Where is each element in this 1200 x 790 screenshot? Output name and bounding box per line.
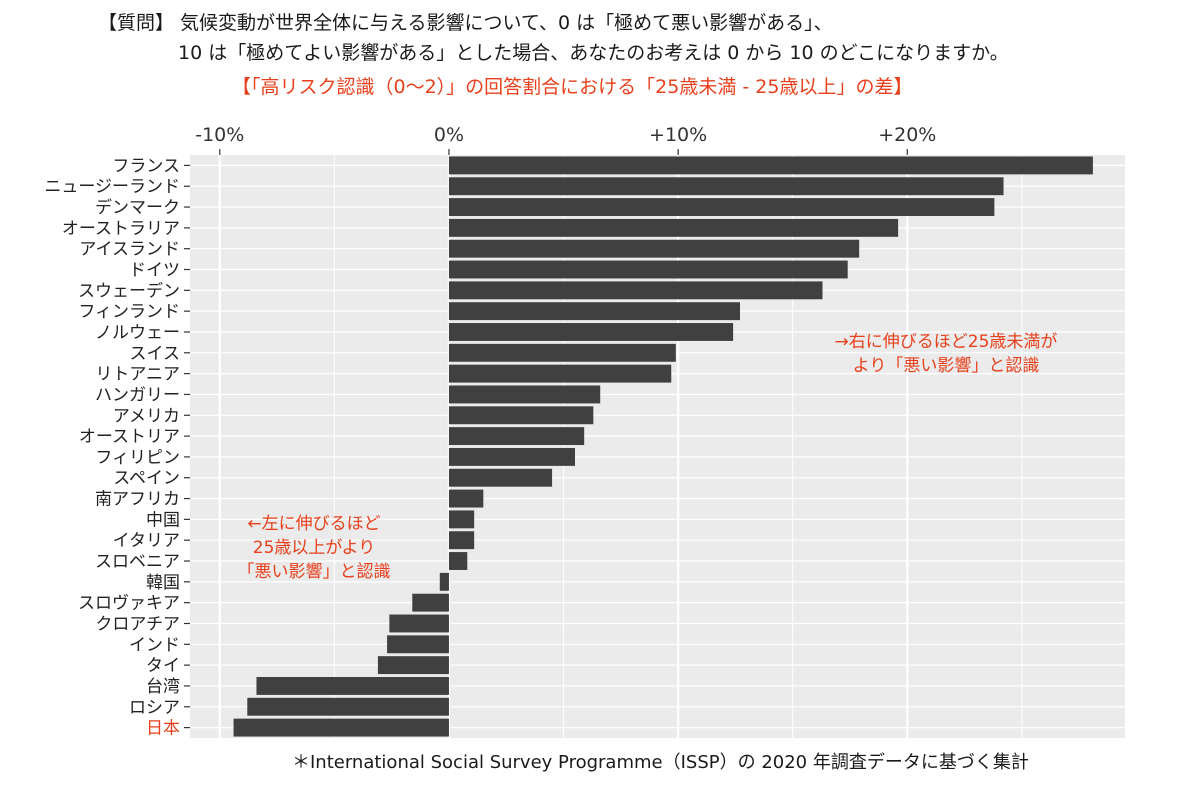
bar [448, 177, 1004, 196]
category-label: スウェーデン [78, 280, 180, 301]
category-label: クロアチア [95, 614, 180, 634]
bar [448, 385, 601, 404]
x-tick-label: -10% [195, 124, 244, 146]
footnote: ＊International Social Survey Programme（I… [292, 752, 1029, 773]
chart-subtitle: 【「高リスク認識（0～2）」の回答割合における「25歳未満 - 25歳以上」の差… [232, 76, 913, 98]
bar [377, 656, 449, 675]
bar [448, 156, 1093, 175]
category-label: アイスランド [79, 240, 180, 260]
category-label: フランス [112, 156, 180, 176]
bar [233, 718, 449, 737]
category-label: スイス [130, 344, 181, 364]
category-label: スロベニア [95, 552, 180, 572]
category-label: リトアニア [95, 365, 180, 385]
bar [448, 239, 860, 258]
category-label: フィンランド [78, 302, 180, 322]
bar [448, 427, 585, 446]
category-label: 台湾 [146, 677, 180, 697]
bar [448, 364, 672, 383]
x-tick-label: +10% [649, 124, 707, 146]
bar [448, 489, 484, 508]
bar [448, 218, 899, 237]
bar [448, 406, 594, 425]
bar [448, 510, 475, 529]
bar [448, 468, 553, 487]
bar [448, 260, 848, 279]
category-label: 韓国 [146, 573, 180, 593]
bar [256, 676, 449, 695]
bar [448, 302, 740, 321]
x-tick-label: +20% [878, 124, 936, 146]
bar [448, 343, 676, 362]
bar [448, 552, 468, 570]
category-label: ノルウェー [95, 323, 180, 343]
x-tick-label: 0% [434, 124, 464, 146]
category-label: オーストリア [79, 427, 180, 447]
category-label: イタリア [113, 531, 180, 551]
category-label: アメリカ [113, 406, 180, 426]
bar [389, 614, 449, 633]
bar [439, 572, 449, 591]
category-label: ドイツ [129, 261, 180, 281]
category-label: 日本 [146, 719, 180, 739]
category-label: 南アフリカ [95, 490, 180, 510]
category-label: ロシア [129, 698, 180, 718]
category-label: ハンガリー [95, 385, 180, 405]
category-label: デンマーク [95, 197, 180, 218]
bar [448, 198, 995, 217]
bar [412, 593, 449, 612]
category-label: スロヴァキア [78, 594, 180, 614]
category-label: タイ [146, 656, 180, 676]
bar [448, 323, 734, 341]
bar [448, 447, 575, 466]
category-label: ニュージーランド [44, 177, 180, 197]
bar [448, 281, 823, 300]
bar [247, 697, 449, 716]
bar [448, 531, 475, 550]
category-label: スペイン [113, 469, 180, 489]
question-line-2: 10 は「極めてよい影響がある」とした場合、あなたのお考えは 0 から 10 の… [178, 42, 1009, 64]
bar [387, 635, 449, 654]
category-label: フィリピン [95, 448, 180, 468]
category-label: インド [129, 635, 180, 655]
category-label: オーストラリア [62, 219, 180, 239]
annotation-left: ←左に伸びるほど 25歳以上がより 「悪い影響」と認識 [237, 514, 391, 582]
category-label: 中国 [146, 510, 180, 530]
question-line-1: 【質問】 気候変動が世界全体に与える影響について、0 は「極めて悪い影響がある」… [98, 12, 833, 34]
annotation-right: →右に伸びるほど25歳未満が より「悪い影響」と認識 [834, 332, 1058, 376]
